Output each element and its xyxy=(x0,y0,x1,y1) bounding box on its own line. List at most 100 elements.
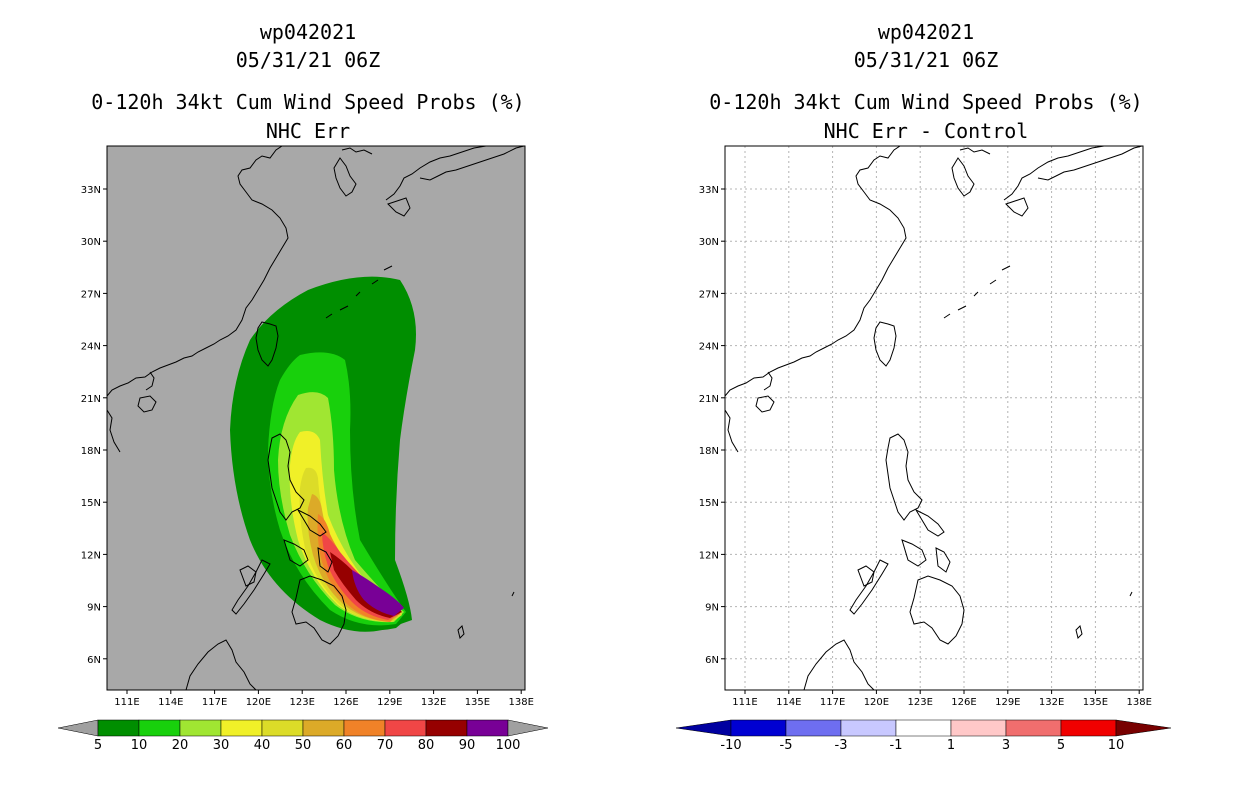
lat-label: 30N xyxy=(81,237,101,248)
colorbar-swatch xyxy=(425,719,468,737)
lat-label: 9N xyxy=(705,603,719,614)
colorbar-swatch xyxy=(466,719,509,737)
colorbar-left-arrow xyxy=(57,719,99,737)
lon-label: 114E xyxy=(776,697,801,708)
colorbar-right-arrow xyxy=(507,719,549,737)
colorbar-label: 3 xyxy=(1002,738,1010,753)
lon-label: 123E xyxy=(907,697,932,708)
lon-label: 111E xyxy=(114,697,139,708)
colorbar-label: 80 xyxy=(418,738,435,753)
right-latitude-labels: 33N 30N 27N 24N 21N 18N 15N 12N 9N 6N xyxy=(699,185,725,666)
lon-label: 117E xyxy=(202,697,227,708)
colorbar-label: 60 xyxy=(336,738,353,753)
colorbar-label: 10 xyxy=(1108,738,1125,753)
right-product-title: 0-120h 34kt Cum Wind Speed Probs (%) xyxy=(709,90,1143,114)
colorbar-swatch xyxy=(895,719,952,737)
lon-label: 120E xyxy=(864,697,889,708)
left-longitude-labels: 111E 114E 117E 120E 123E 126E 129E 132E 135E 138E xyxy=(114,690,534,708)
lon-label: 126E xyxy=(333,697,358,708)
lon-label: 129E xyxy=(377,697,402,708)
left-latitude-labels: 33N 30N 27N 24N 21N 18N 15N 12N 9N 6N xyxy=(81,185,107,666)
right-gridlines xyxy=(725,146,1143,690)
lon-label: 138E xyxy=(1126,697,1151,708)
lat-label: 27N xyxy=(699,289,719,300)
left-map-panel: 33N 30N 27N 24N 21N 18N 15N 12N 9N 6N 111E 114E 117… xyxy=(57,145,549,753)
contour-100 xyxy=(352,570,404,616)
right-subtitle: NHC Err - Control xyxy=(823,119,1029,143)
lat-label: 33N xyxy=(81,185,101,196)
contour-50 xyxy=(299,467,402,622)
colorbar-swatch xyxy=(97,719,140,737)
lat-label: 6N xyxy=(87,655,101,666)
lon-label: 114E xyxy=(158,697,183,708)
colorbar-swatch xyxy=(384,719,427,737)
colorbar-label: -1 xyxy=(890,738,903,753)
lat-label: 9N xyxy=(87,603,101,614)
lat-label: 15N xyxy=(81,498,101,509)
right-map-frame xyxy=(724,145,1144,691)
colorbar-label: 20 xyxy=(172,738,189,753)
colorbar-swatch xyxy=(261,719,304,737)
left-colorbar: 5 10 20 30 40 50 60 70 80 90 100 xyxy=(57,719,549,753)
left-product-title: 0-120h 34kt Cum Wind Speed Probs (%) xyxy=(91,90,525,114)
lat-label: 15N xyxy=(699,498,719,509)
colorbar-label: 30 xyxy=(213,738,230,753)
lon-label: 120E xyxy=(246,697,271,708)
left-storm-id: wp042021 xyxy=(259,20,357,44)
lon-label: 135E xyxy=(1083,697,1108,708)
lat-label: 21N xyxy=(699,394,719,405)
right-storm-id: wp042021 xyxy=(877,20,975,44)
lat-label: 18N xyxy=(81,446,101,457)
colorbar-swatch xyxy=(138,719,181,737)
colorbar-swatch xyxy=(1060,719,1117,737)
lat-label: 18N xyxy=(699,446,719,457)
left-map-frame xyxy=(106,145,526,691)
right-longitude-labels: 111E 114E 117E 120E 123E 126E 129E 132E 135E 138E xyxy=(732,690,1152,708)
lat-label: 12N xyxy=(81,550,101,561)
colorbar-swatch xyxy=(220,719,263,737)
lat-label: 27N xyxy=(81,289,101,300)
colorbar-swatch xyxy=(950,719,1007,737)
colorbar-left-arrow xyxy=(675,719,732,737)
lat-label: 24N xyxy=(81,342,101,353)
left-subtitle: NHC Err xyxy=(265,119,351,143)
colorbar-label: 70 xyxy=(377,738,394,753)
colorbar-swatch xyxy=(785,719,842,737)
lon-label: 117E xyxy=(820,697,845,708)
colorbar-label: 100 xyxy=(496,738,521,753)
colorbar-label: 5 xyxy=(1057,738,1065,753)
colorbar-label: 50 xyxy=(295,738,312,753)
lon-label: 129E xyxy=(995,697,1020,708)
lat-label: 33N xyxy=(699,185,719,196)
colorbar-swatch xyxy=(343,719,386,737)
left-datetime: 05/31/21 06Z xyxy=(235,48,381,72)
colorbar-label: -3 xyxy=(835,738,848,753)
lat-label: 30N xyxy=(699,237,719,248)
colorbar-right-arrow xyxy=(1115,719,1172,737)
colorbar-label: -10 xyxy=(720,738,741,753)
right-datetime: 05/31/21 06Z xyxy=(853,48,999,72)
colorbar-swatch xyxy=(302,719,345,737)
colorbar-label: -5 xyxy=(780,738,793,753)
left-probability-contours xyxy=(107,146,525,690)
right-map-panel: 33N 30N 27N 24N 21N 18N 15N 12N 9N 6N 111E 114E 117… xyxy=(675,145,1172,753)
colorbar-label: 5 xyxy=(94,738,102,753)
colorbar-swatch xyxy=(1005,719,1062,737)
colorbar-label: 1 xyxy=(947,738,955,753)
lon-label: 111E xyxy=(732,697,757,708)
colorbar-label: 40 xyxy=(254,738,271,753)
colorbar-label: 90 xyxy=(459,738,476,753)
right-map-background xyxy=(725,146,1143,690)
lon-label: 138E xyxy=(508,697,533,708)
colorbar-swatch xyxy=(840,719,897,737)
lat-label: 12N xyxy=(699,550,719,561)
lon-label: 132E xyxy=(1039,697,1064,708)
lon-label: 123E xyxy=(289,697,314,708)
lon-label: 135E xyxy=(465,697,490,708)
lon-label: 132E xyxy=(421,697,446,708)
lat-label: 21N xyxy=(81,394,101,405)
lon-label: 126E xyxy=(951,697,976,708)
colorbar-swatch xyxy=(730,719,787,737)
colorbar-swatch xyxy=(179,719,222,737)
